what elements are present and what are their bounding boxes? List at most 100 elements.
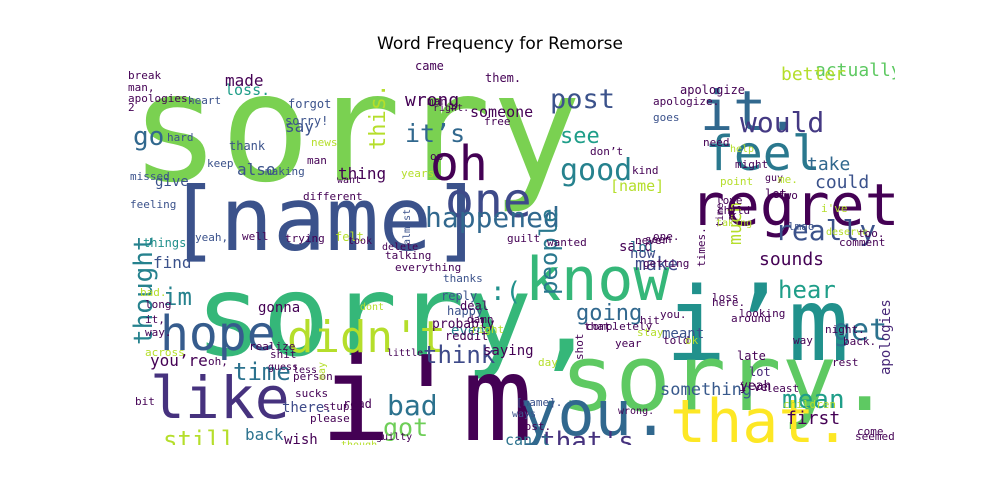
word-147: i've (821, 202, 848, 215)
word-142: point (720, 175, 753, 188)
word-79: forgot (288, 97, 331, 111)
word-1: sorry, (195, 252, 600, 382)
word-180: way. (145, 326, 172, 339)
word-160: goes (653, 111, 680, 124)
word-57: made (225, 71, 264, 90)
word-185: little (387, 348, 423, 359)
word-9: it. (700, 79, 799, 143)
word-40: much (725, 202, 746, 245)
word-132: told (663, 334, 690, 347)
word-112: [name]. (516, 396, 562, 409)
word-68: gonna (258, 300, 300, 316)
word-11: you. (520, 377, 669, 445)
word-137: one. (653, 230, 680, 243)
word-159: need (703, 136, 730, 149)
word-82: heart (188, 94, 221, 107)
word-19: would (740, 106, 824, 139)
word-31: im (163, 283, 192, 311)
word-87: feeling (130, 198, 176, 211)
word-101: right (471, 323, 504, 336)
word-8: feel (705, 126, 821, 182)
word-168: years (401, 167, 434, 180)
word-10: know (525, 245, 670, 315)
word-163: them. (485, 71, 521, 85)
word-116: come (857, 425, 884, 438)
word-176: 2 (128, 101, 135, 114)
word-139: time. (715, 197, 726, 227)
word-138: times. (695, 227, 708, 267)
word-146: let (765, 187, 787, 201)
word-34: think (423, 341, 496, 369)
word-51: better (781, 64, 846, 85)
word-161: apologize (680, 83, 745, 97)
word-81: thank (229, 139, 266, 153)
word-33: :( (490, 277, 521, 307)
word-7: like (150, 364, 290, 432)
word-128: completely (586, 320, 653, 333)
word-14: one (445, 173, 532, 229)
word-28: it’s (405, 119, 465, 148)
word-0: sorry (130, 60, 582, 216)
word-22: hear (778, 276, 836, 304)
word-43: apologies (878, 299, 894, 375)
word-104: guess (268, 362, 298, 373)
word-86: missed (130, 170, 170, 183)
word-46: back (245, 425, 284, 444)
word-156: loss (712, 291, 739, 304)
word-127: you. (660, 308, 687, 321)
word-119: least (766, 382, 799, 395)
word-187: took (348, 236, 372, 247)
word-41: make (635, 254, 678, 275)
word-99: deal (460, 299, 489, 313)
word-70: probably (432, 317, 495, 332)
word-165: right. (433, 103, 469, 114)
word-59: also (237, 160, 276, 179)
word-177: bad. (140, 286, 167, 299)
word-38: still (163, 426, 235, 445)
word-69: saying (483, 343, 534, 359)
word-24: people (535, 208, 563, 295)
word-67: lol (630, 240, 655, 256)
word-125: around (731, 312, 771, 325)
word-152: too. (858, 227, 885, 240)
word-12: that. (670, 387, 851, 445)
word-131: year (615, 337, 642, 350)
word-123: night. (825, 323, 865, 336)
word-88: things (143, 236, 186, 250)
word-50: actually (815, 60, 895, 81)
word-103: shit (270, 348, 297, 361)
word-39: time (233, 358, 291, 386)
word-53: someone (470, 103, 533, 121)
word-2: i'm (320, 330, 533, 445)
word-32: going (576, 301, 642, 326)
word-157: kind (632, 164, 659, 177)
word-61: give (155, 174, 189, 190)
word-26: see (560, 124, 600, 149)
word-182: oh, (208, 355, 228, 368)
word-114: post. (518, 420, 551, 433)
word-108: please (310, 412, 350, 425)
word-172: want (337, 175, 361, 186)
word-6: regret (690, 171, 895, 239)
word-cloud: sorry sorry,i'm i’m [name] sorry. regret like f… (125, 60, 895, 445)
word-5: sorry. (560, 325, 892, 432)
word-62: find (153, 253, 192, 272)
word-118: children (783, 398, 836, 411)
word-36: got (383, 413, 428, 442)
word-144: might (735, 158, 768, 171)
word-179: it, (145, 313, 165, 326)
word-73: there. (282, 400, 333, 416)
word-107: stupid (323, 400, 363, 413)
word-80: sorry! (285, 114, 328, 128)
word-54: [name] (610, 177, 664, 195)
word-23: mean (782, 385, 845, 415)
word-63: you’re (150, 351, 208, 370)
word-120: rest (832, 356, 859, 369)
word-140: taking (716, 218, 752, 229)
word-100: damn (467, 313, 494, 326)
word-20: really (775, 214, 876, 247)
word-184: less (293, 365, 317, 376)
word-25: post (550, 84, 615, 115)
word-105: person (293, 370, 333, 383)
